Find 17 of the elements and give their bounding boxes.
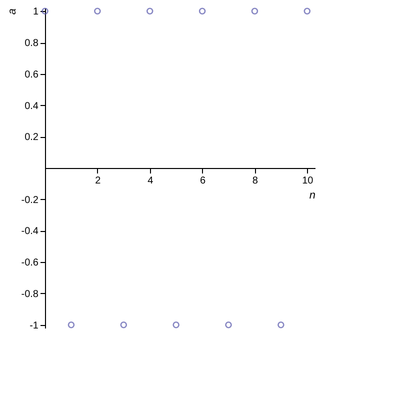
y-tick-label: 0.6: [24, 69, 39, 80]
x-tick-label: 10: [302, 176, 314, 186]
y-tick-label: -1: [30, 320, 39, 332]
y-tick-label: -0.2: [21, 194, 39, 206]
x-tick-label: 2: [95, 176, 102, 186]
y-tick-label: 0.8: [24, 38, 39, 50]
x-axis-title: n: [309, 190, 316, 202]
y-tick-label: -0.6: [21, 258, 39, 269]
y-axis-title: a: [6, 8, 18, 15]
y-tick-label: -0.4: [21, 226, 39, 238]
y-tick-label: 0.2: [24, 132, 39, 144]
y-tick-label: -0.8: [21, 288, 39, 300]
x-tick-label: 4: [148, 176, 154, 186]
x-tick-label: 8: [252, 176, 258, 186]
y-tick-label: 1: [32, 6, 39, 18]
x-tick-label: 6: [200, 176, 206, 186]
y-tick-label: 0.4: [24, 100, 39, 112]
